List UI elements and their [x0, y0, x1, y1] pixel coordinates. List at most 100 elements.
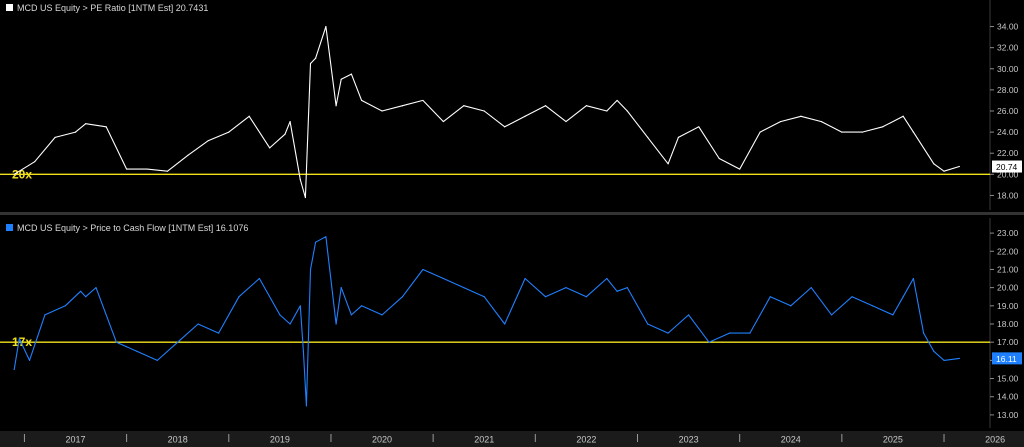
pe-data-point — [74, 131, 77, 133]
x-tick-label: 2021 — [474, 435, 494, 445]
pe-data-point — [677, 136, 679, 138]
pcf-data-point — [18, 337, 20, 340]
pcf-data-point — [606, 277, 608, 280]
pcf-data-point — [463, 287, 465, 289]
pcf-data-point — [238, 296, 240, 298]
pcf-data-point — [504, 323, 506, 325]
pe-y-tick-label: 20.00 — [997, 169, 1019, 179]
pcf-data-point — [565, 287, 567, 289]
x-tick-label: 2018 — [168, 435, 188, 445]
pcf-data-point — [442, 277, 444, 280]
pcf-data-point — [289, 323, 291, 325]
pcf-data-point — [483, 296, 485, 298]
pe-y-tick-label: 24.00 — [997, 127, 1019, 137]
pcf-data-point — [315, 241, 317, 243]
pcf-data-point — [922, 332, 925, 334]
pe-data-point — [647, 136, 649, 138]
pcf-data-point — [136, 350, 138, 352]
pe-data-point — [361, 99, 363, 102]
pe-data-point — [882, 126, 884, 128]
pe-data-point — [524, 115, 526, 117]
pcf-data-point — [302, 350, 304, 352]
pcf-data-point — [892, 314, 894, 316]
pe-y-tick-label: 34.00 — [997, 22, 1019, 32]
pe-data-point — [565, 120, 567, 123]
pcf-y-tick-label: 14.00 — [997, 392, 1019, 402]
pcf-data-point — [95, 287, 97, 289]
pe-data-point — [667, 163, 669, 165]
pe-data-point — [187, 154, 189, 156]
pcf-data-point — [44, 314, 46, 316]
pcf-data-point — [305, 405, 308, 407]
pcf-data-point — [177, 341, 179, 343]
pe-last-value-group: 20.74 — [992, 160, 1022, 173]
pe-data-point — [340, 78, 342, 80]
pe-last-value-box — [992, 160, 1022, 173]
pcf-data-point — [381, 314, 383, 316]
pcf-reference-label: 17x — [12, 335, 32, 349]
panel-divider — [0, 212, 1024, 215]
pcf-data-point — [258, 277, 261, 280]
pcf-series-group — [13, 236, 960, 407]
pe-data-point — [54, 136, 56, 138]
pe-data-point — [483, 110, 485, 112]
pe-y-axis: 18.00 20.00 22.00 24.00 26.00 28.00 30.00 32.00… — [990, 22, 1019, 200]
pe-data-point — [228, 131, 230, 133]
pe-data-point — [943, 170, 945, 172]
pcf-data-point — [912, 277, 914, 280]
pe-data-point — [718, 157, 720, 160]
pcf-legend-label: MCD US Equity > Price to Cash Flow [1NTM… — [17, 223, 248, 233]
x-tick-label: 2023 — [679, 435, 699, 445]
pcf-data-point — [350, 314, 352, 316]
pe-data-point — [606, 110, 608, 112]
pcf-data-point — [156, 359, 158, 361]
pe-data-point — [841, 131, 843, 133]
pcf-data-point — [217, 332, 220, 334]
pcf-data-point — [851, 296, 853, 298]
pe-data-point — [105, 126, 107, 128]
pe-data-point — [616, 99, 618, 102]
pe-data-point — [626, 110, 628, 112]
pe-data-point — [146, 168, 148, 170]
pe-y-tick-label: 22.00 — [997, 148, 1019, 158]
pe-data-point — [325, 25, 327, 28]
pcf-data-point — [647, 323, 649, 325]
pe-ratio-panel: MCD US Equity > PE Ratio [1NTM Est] 20.7… — [0, 0, 1022, 210]
pcf-data-point — [28, 359, 31, 361]
pcf-data-point — [943, 359, 945, 361]
pcf-data-point — [115, 341, 117, 343]
pe-data-point — [902, 115, 904, 117]
pcf-data-point — [616, 290, 618, 292]
pe-data-point — [800, 115, 802, 117]
x-axis: 2017 2018 2019 2020 2021 2022 2023 2024 2025 2026 — [23, 434, 1005, 445]
pcf-y-tick-label: 21.00 — [997, 264, 1019, 274]
pe-data-point — [248, 115, 250, 117]
pe-y-tick-label: 32.00 — [997, 43, 1019, 53]
pe-series-group — [13, 25, 960, 199]
pcf-data-point — [197, 323, 199, 325]
pcf-data-point — [728, 332, 731, 334]
pcf-y-axis: 13.0014.0015.0016.0017.0018.0019.0020.00… — [990, 228, 1019, 420]
pcf-data-point — [85, 296, 87, 298]
pcf-data-point — [902, 296, 904, 298]
pe-data-point — [309, 62, 312, 65]
pcf-series-line — [13, 236, 960, 407]
pe-legend-swatch — [6, 4, 13, 11]
pcf-data-point — [279, 314, 281, 316]
pe-data-point — [759, 131, 761, 133]
pe-data-point — [585, 105, 588, 107]
pcf-last-value-box — [992, 352, 1022, 365]
pcf-data-point — [749, 332, 751, 334]
pe-reference-label: 20x — [12, 167, 32, 181]
pcf-y-tick-label: 18.00 — [997, 319, 1019, 329]
pcf-data-point — [769, 296, 771, 298]
pe-y-tick-label: 28.00 — [997, 85, 1019, 95]
pcf-data-point — [831, 314, 833, 316]
pcf-y-tick-label: 17.00 — [997, 337, 1019, 347]
pe-data-point — [85, 123, 87, 125]
pcf-data-point — [687, 314, 690, 316]
pcf-data-point — [626, 287, 628, 289]
pcf-data-point — [708, 341, 710, 343]
pe-data-point — [13, 173, 15, 175]
